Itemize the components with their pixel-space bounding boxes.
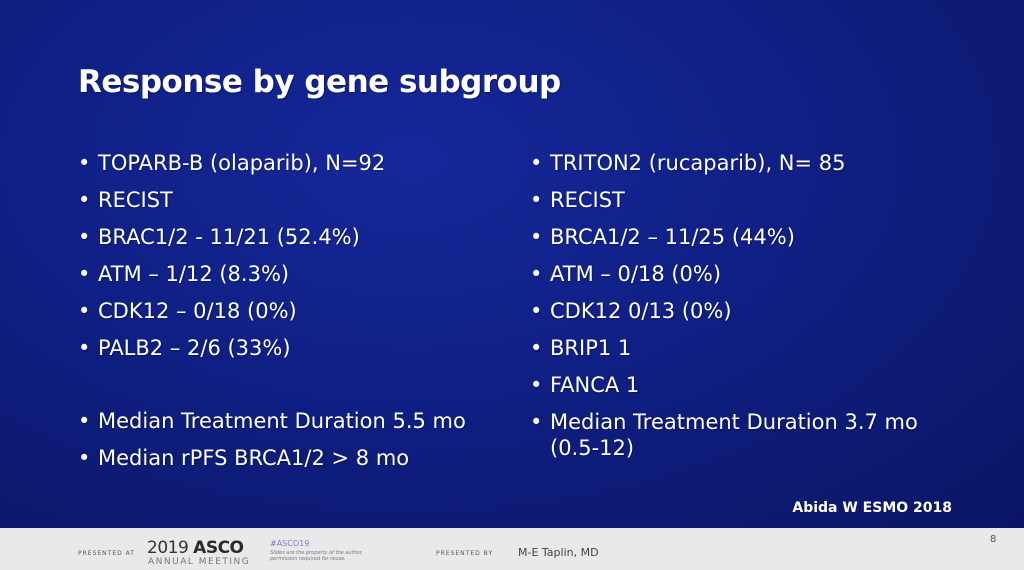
right-bullet-fanca: FANCA 1 <box>530 372 970 409</box>
slide: Response by gene subgroup TOPARB-B (olap… <box>0 0 1024 528</box>
right-column: TRITON2 (rucaparib), N= 85 RECIST BRCA1/… <box>530 150 970 461</box>
right-bullet-trial: TRITON2 (rucaparib), N= 85 <box>530 150 970 187</box>
meeting-year: 2019 <box>147 538 189 558</box>
left-bullet-palb2: PALB2 – 2/6 (33%) <box>78 335 518 372</box>
citation: Abida W ESMO 2018 <box>792 500 952 516</box>
meeting-subtitle: ANNUAL MEETING <box>148 557 251 567</box>
left-bullet-brca: BRAC1/2 - 11/21 (52.4%) <box>78 224 518 261</box>
left-bullet-trial: TOPARB-B (olaparib), N=92 <box>78 150 518 187</box>
presenter-name: M-E Taplin, MD <box>518 546 599 559</box>
left-bullet-median-rpfs: Median rPFS BRCA1/2 > 8 mo <box>78 445 518 482</box>
right-bullet-brca: BRCA1/2 – 11/25 (44%) <box>530 224 970 261</box>
hashtag: #ASCO19 <box>270 539 310 548</box>
right-bullet-recist: RECIST <box>530 187 970 224</box>
slide-title: Response by gene subgroup <box>78 64 561 100</box>
right-bullet-brip1: BRIP1 1 <box>530 335 970 372</box>
footer-bar: PRESENTED AT 2019 ASCO ANNUAL MEETING #A… <box>0 528 1024 570</box>
page-number: 8 <box>990 534 997 545</box>
right-bullet-cdk12: CDK12 0/13 (0%) <box>530 298 970 335</box>
left-bullet-atm: ATM – 1/12 (8.3%) <box>78 261 518 298</box>
disclaimer: Slides are the property of the author, p… <box>270 550 363 562</box>
left-column: TOPARB-B (olaparib), N=92 RECIST BRAC1/2… <box>78 150 518 482</box>
meeting-org: ASCO <box>193 538 244 558</box>
presented-by-label: PRESENTED BY <box>436 550 494 557</box>
presented-at-label: PRESENTED AT <box>78 550 135 557</box>
asco-logo: 2019 ASCO <box>147 538 244 558</box>
right-bullet-median-duration: Median Treatment Duration 3.7 mo (0.5-12… <box>530 409 950 461</box>
left-bullet-recist: RECIST <box>78 187 518 224</box>
left-bullet-cdk12: CDK12 – 0/18 (0%) <box>78 298 518 335</box>
left-bullet-median-duration: Median Treatment Duration 5.5 mo <box>78 408 518 445</box>
right-bullet-atm: ATM – 0/18 (0%) <box>530 261 970 298</box>
